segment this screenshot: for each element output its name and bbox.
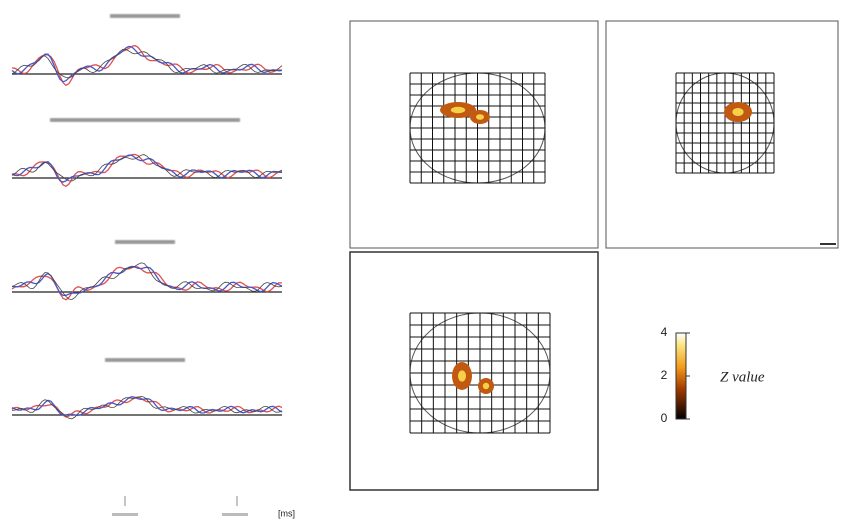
tick-label-blur	[222, 513, 248, 516]
waveform	[11, 154, 283, 183]
time-unit: [ms]	[278, 508, 295, 518]
waveform	[11, 395, 283, 420]
tick-label-blur	[112, 513, 138, 516]
waveform	[11, 48, 283, 79]
waveform	[11, 45, 283, 83]
colorbar-label: Z value	[720, 369, 765, 385]
waveform	[11, 396, 283, 417]
time-axis: [ms]	[112, 496, 295, 518]
colorbar-tick-label: 2	[661, 368, 668, 382]
waveform	[11, 262, 283, 300]
waveform-panels	[11, 14, 283, 420]
colorbar-gradient	[675, 332, 687, 420]
panel-frame	[349, 251, 599, 491]
colorbar-tick-label: 4	[661, 325, 668, 339]
brain-maps	[349, 20, 839, 491]
panel-title-blur	[105, 358, 185, 362]
activation-core	[476, 114, 484, 120]
panel-title-blur	[110, 14, 180, 18]
waveform	[11, 396, 283, 418]
activation-core	[458, 370, 466, 382]
panel-title-blur	[50, 118, 240, 122]
colorbar-tick-label: 0	[661, 411, 668, 425]
panel-title-blur	[115, 240, 175, 244]
activation-core	[450, 106, 466, 114]
waveform	[11, 265, 283, 301]
panel-frame	[349, 20, 599, 249]
activation-core	[732, 108, 744, 116]
waveform	[11, 154, 283, 182]
activation-core	[482, 382, 490, 390]
panel-frame	[605, 20, 839, 249]
